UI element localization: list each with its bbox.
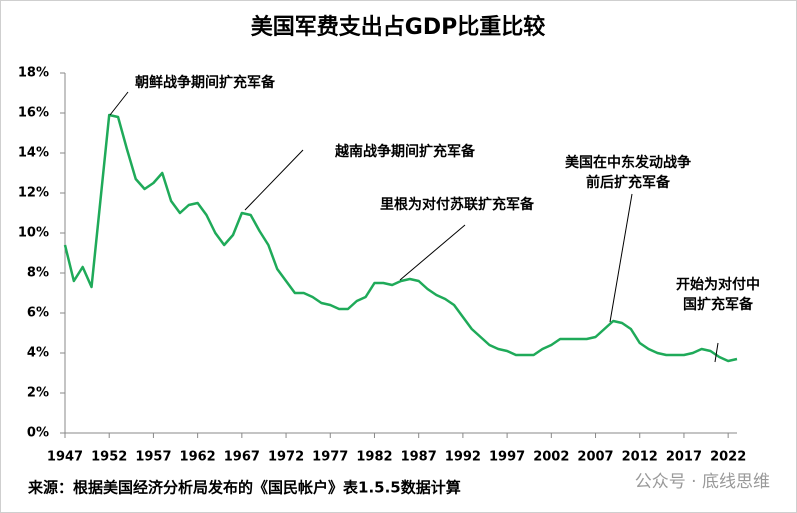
y-tick-label: 16% xyxy=(18,106,49,121)
x-tick-label: 1947 xyxy=(47,450,83,465)
x-tick-label: 1967 xyxy=(224,450,260,465)
annotation: 国扩充军备 xyxy=(683,296,754,313)
annotation: 美国在中东发动战争 xyxy=(565,154,691,171)
y-tick-label: 8% xyxy=(27,266,49,281)
annotation-pointer xyxy=(109,91,129,116)
x-tick-label: 2002 xyxy=(533,450,569,465)
x-tick-label: 1957 xyxy=(135,450,171,465)
annotation-pointer xyxy=(714,342,719,363)
x-tick-label: 2007 xyxy=(577,450,613,465)
y-tick-label: 4% xyxy=(27,346,49,361)
x-tick-label: 1977 xyxy=(312,450,348,465)
annotation: 开始为对付中 xyxy=(676,276,760,293)
y-tick-label: 14% xyxy=(18,146,49,161)
x-tick-label: 1982 xyxy=(356,450,392,465)
annotation-pointer xyxy=(609,193,633,323)
x-tick-label: 2012 xyxy=(622,450,658,465)
y-tick-label: 0% xyxy=(27,426,49,441)
x-tick-label: 1992 xyxy=(445,450,481,465)
x-tick-label: 1952 xyxy=(91,450,127,465)
y-tick-label: 6% xyxy=(27,306,49,321)
annotation: 越南战争期间扩充军备 xyxy=(334,143,476,160)
source: 来源：根据美国经济分析局发布的《国民帐户》表1.5.5数据计算 xyxy=(27,479,461,497)
annotation-pointer xyxy=(399,224,466,281)
y-tick-label: 10% xyxy=(18,226,49,241)
x-tick-label: 2022 xyxy=(710,450,746,465)
line-series xyxy=(63,113,738,363)
annotation: 朝鲜战争期间扩充军备 xyxy=(135,74,276,91)
annotation-pointer xyxy=(244,149,304,211)
x-tick-label: 1997 xyxy=(489,450,525,465)
watermark: 公众号 · 底线思维 xyxy=(635,472,770,492)
y-tick-label: 12% xyxy=(18,186,49,201)
x-tick-label: 1962 xyxy=(180,450,216,465)
y-tick-label: 18% xyxy=(18,66,49,81)
x-tick-label: 2017 xyxy=(666,450,702,465)
annotation: 前后扩充军备 xyxy=(586,174,671,191)
annotation: 里根为对付苏联扩充军备 xyxy=(380,196,535,213)
x-tick-label: 1987 xyxy=(401,450,437,465)
x-tick-label: 1972 xyxy=(268,450,304,465)
chart-title: 美国军费支出占GDP比重比较 xyxy=(251,14,545,40)
y-tick-label: 2% xyxy=(27,386,49,401)
